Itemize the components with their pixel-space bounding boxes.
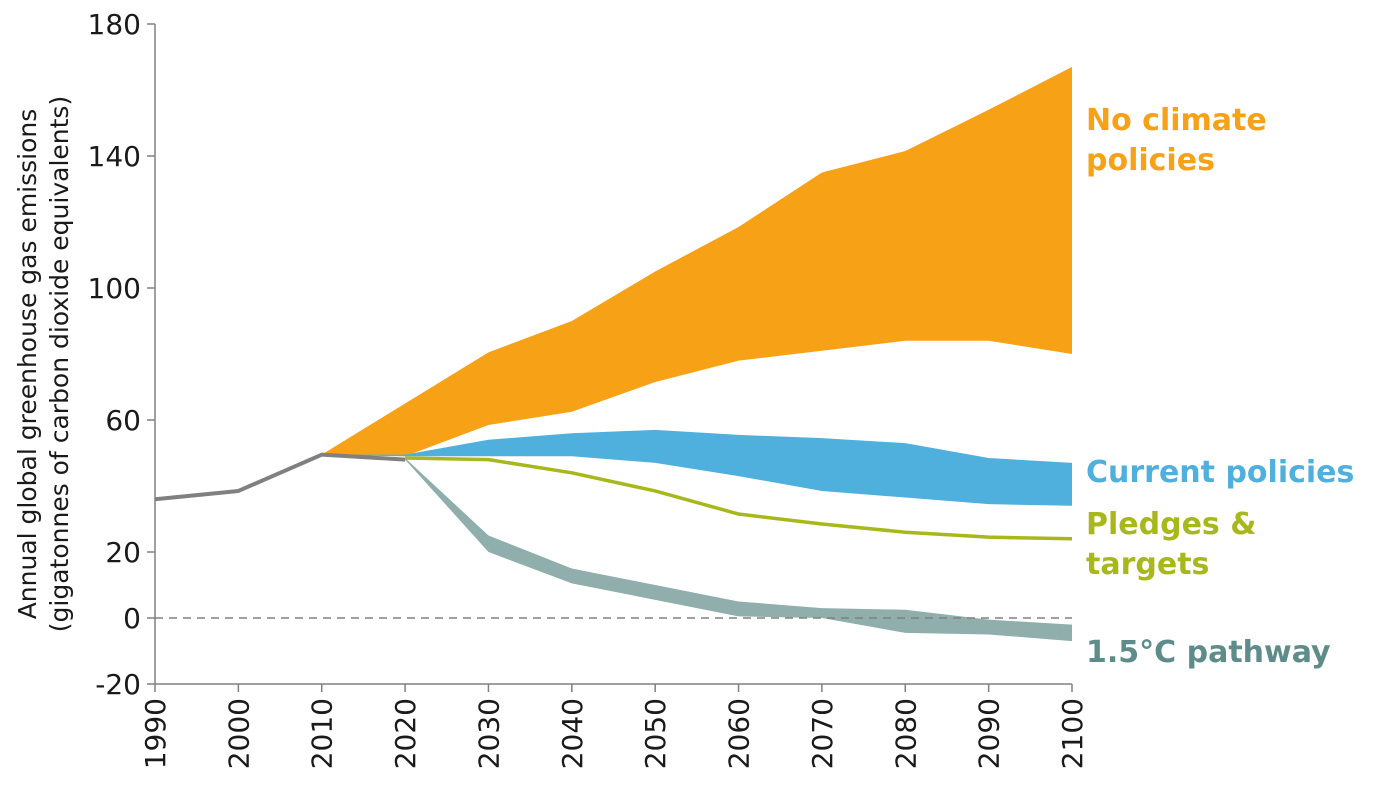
y-tick-label: 60 <box>105 404 141 437</box>
no-climate-policies-label: No climate <box>1086 103 1267 138</box>
no-climate-policies-band <box>321 66 1072 457</box>
historical-line <box>154 452 406 502</box>
x-tick-label: 2030 <box>472 698 505 769</box>
pledges-targets-label: targets <box>1086 547 1209 582</box>
y-axis-label-line: (gigatonnes of carbon dioxide equivalent… <box>45 96 74 632</box>
x-tick-label: 2020 <box>389 698 422 769</box>
no-climate-policies-label: policies <box>1086 143 1215 178</box>
y-tick-label: 180 <box>88 8 141 41</box>
pledges-targets-label: Pledges & <box>1086 507 1256 542</box>
y-tick-label: 140 <box>88 140 141 173</box>
y-axis-label: Annual global greenhouse gas emissions (g… <box>13 96 74 632</box>
y-tick-label: 100 <box>88 272 141 305</box>
x-tick-label: 2100 <box>1056 698 1089 769</box>
bands-layer <box>321 66 1072 642</box>
y-tick-label: 20 <box>105 536 141 569</box>
1-5-c-pathway-label: 1.5°C pathway <box>1086 635 1331 670</box>
series-labels-layer: No climate policies Current policies Pledge… <box>1086 103 1354 670</box>
x-tick-label: 1990 <box>139 698 172 769</box>
x-tick-label: 2040 <box>556 698 589 769</box>
x-tick-label: 2060 <box>723 698 756 769</box>
x-tick-label: 2080 <box>889 698 922 769</box>
y-axis-label-line: Annual global greenhouse gas emissions <box>13 109 42 620</box>
x-tick-label: 2000 <box>222 698 255 769</box>
y-tick-label: 0 <box>123 602 141 635</box>
x-tick-label: 2010 <box>306 698 339 769</box>
y-tick-label: -20 <box>95 668 141 701</box>
x-tick-label: 2070 <box>806 698 839 769</box>
current-policies-band <box>321 429 1072 506</box>
lines-layer <box>154 452 1073 541</box>
pledges-targets-line <box>405 456 1073 541</box>
current-policies-label: Current policies <box>1086 455 1354 490</box>
x-tick-label: 2050 <box>639 698 672 769</box>
1-5-c-pathway-band <box>405 457 1072 642</box>
x-tick-label: 2090 <box>973 698 1006 769</box>
